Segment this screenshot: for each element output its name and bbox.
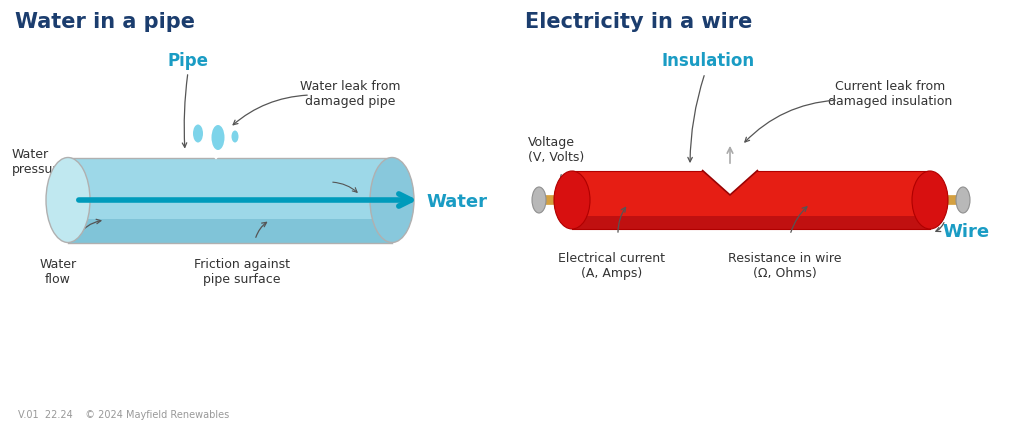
Bar — [68, 157, 392, 243]
Ellipse shape — [532, 187, 546, 213]
Text: Wire: Wire — [942, 223, 989, 241]
Text: Insulation: Insulation — [662, 52, 755, 70]
Text: Water
flow: Water flow — [40, 258, 77, 286]
Text: Water leak from
damaged pipe: Water leak from damaged pipe — [300, 80, 400, 108]
Ellipse shape — [370, 157, 414, 243]
Text: Current leak from
damaged insulation: Current leak from damaged insulation — [827, 80, 952, 108]
Ellipse shape — [212, 125, 224, 150]
Text: Water
pressure: Water pressure — [12, 148, 66, 176]
Ellipse shape — [231, 130, 239, 142]
Bar — [572, 216, 930, 229]
Ellipse shape — [46, 157, 90, 243]
Bar — [68, 219, 392, 243]
Polygon shape — [702, 170, 758, 195]
Text: Electrical current
(A, Amps): Electrical current (A, Amps) — [558, 252, 666, 280]
Text: Water in a pipe: Water in a pipe — [15, 12, 195, 32]
Ellipse shape — [956, 187, 970, 213]
Text: Resistance in wire
(Ω, Ohms): Resistance in wire (Ω, Ohms) — [728, 252, 842, 280]
Ellipse shape — [554, 171, 590, 229]
Text: Friction against
pipe surface: Friction against pipe surface — [194, 258, 290, 286]
Ellipse shape — [912, 171, 948, 229]
Text: Pipe: Pipe — [168, 52, 209, 70]
Text: Water: Water — [426, 193, 487, 211]
Bar — [572, 171, 930, 229]
Ellipse shape — [193, 125, 203, 142]
Text: Voltage
(V, Volts): Voltage (V, Volts) — [528, 136, 585, 164]
Text: Electricity in a wire: Electricity in a wire — [525, 12, 753, 32]
Text: V.01  22.24    © 2024 Mayfield Renewables: V.01 22.24 © 2024 Mayfield Renewables — [18, 410, 229, 420]
